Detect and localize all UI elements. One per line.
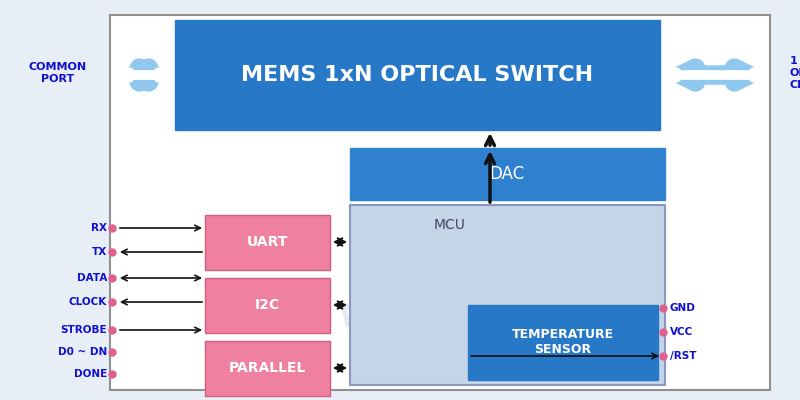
Bar bbox=[205, 278, 330, 333]
Text: MEMS 1xN OPTICAL SWITCH: MEMS 1xN OPTICAL SWITCH bbox=[241, 65, 593, 85]
Text: AMAZEMEMS: AMAZEMEMS bbox=[334, 207, 526, 333]
Text: D0 ~ DN: D0 ~ DN bbox=[58, 347, 107, 357]
Bar bbox=[350, 148, 665, 200]
Text: RX: RX bbox=[91, 223, 107, 233]
Text: STROBE: STROBE bbox=[60, 325, 107, 335]
Text: MCU: MCU bbox=[434, 218, 466, 232]
Text: COMMON
PORT: COMMON PORT bbox=[29, 62, 87, 84]
Text: DONE: DONE bbox=[74, 369, 107, 379]
Text: DAC: DAC bbox=[490, 165, 525, 183]
Text: UART: UART bbox=[246, 235, 288, 249]
Bar bbox=[175, 20, 660, 130]
Text: TEMPERATURE
SENSOR: TEMPERATURE SENSOR bbox=[512, 328, 614, 356]
Text: CLOCK: CLOCK bbox=[69, 297, 107, 307]
Bar bbox=[110, 15, 770, 390]
Bar bbox=[468, 305, 658, 380]
Bar bbox=[350, 205, 665, 385]
Bar bbox=[205, 341, 330, 396]
Text: PARALLEL: PARALLEL bbox=[228, 361, 306, 375]
Text: I2C: I2C bbox=[254, 298, 279, 312]
Text: 1 ~ N
OPTICAL
CHANNELS: 1 ~ N OPTICAL CHANNELS bbox=[790, 56, 800, 90]
Text: GND: GND bbox=[670, 303, 696, 313]
Text: VCC: VCC bbox=[670, 327, 694, 337]
Text: DATA: DATA bbox=[77, 273, 107, 283]
Text: /RST: /RST bbox=[670, 351, 697, 361]
Bar bbox=[205, 215, 330, 270]
Text: TX: TX bbox=[92, 247, 107, 257]
